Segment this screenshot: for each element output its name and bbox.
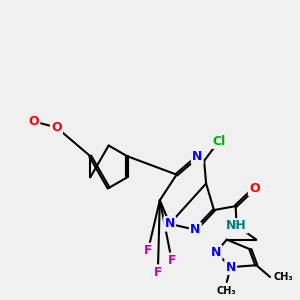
Text: O: O xyxy=(28,115,39,128)
Text: N: N xyxy=(226,261,236,274)
Text: F: F xyxy=(154,266,162,279)
Text: O: O xyxy=(249,182,260,195)
Text: F: F xyxy=(144,244,152,257)
Text: N: N xyxy=(211,246,221,259)
Text: N: N xyxy=(192,150,202,164)
Text: F: F xyxy=(167,254,176,267)
Text: Cl: Cl xyxy=(212,135,226,148)
Text: N: N xyxy=(190,223,200,236)
Text: CH₃: CH₃ xyxy=(273,272,293,282)
Text: CH₃: CH₃ xyxy=(217,286,237,296)
Text: O: O xyxy=(51,121,62,134)
Text: N: N xyxy=(164,218,175,230)
Text: NH: NH xyxy=(226,219,247,232)
